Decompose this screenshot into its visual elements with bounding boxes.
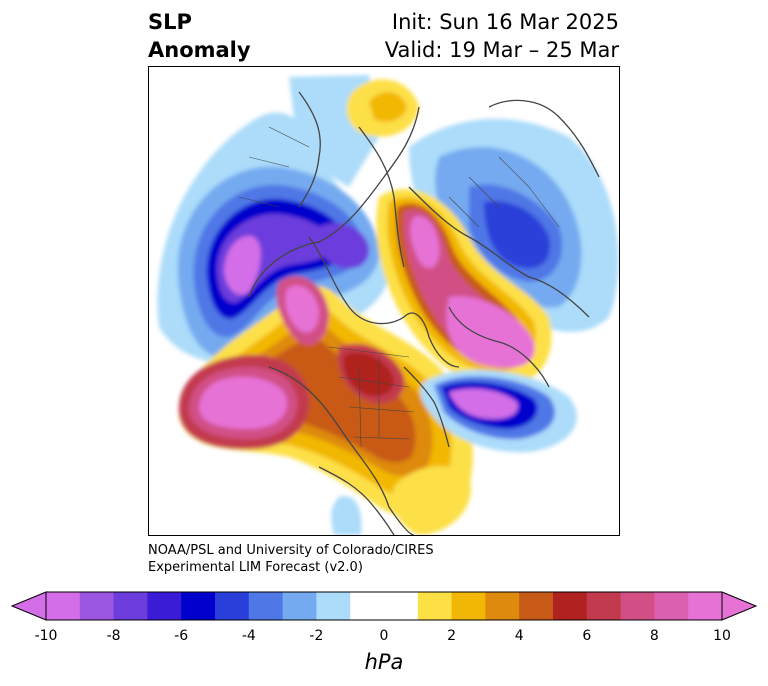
credit-line-1: NOAA/PSL and University of Colorado/CIRE… xyxy=(148,543,434,558)
colorbar-cell xyxy=(417,592,453,620)
title-line-1: SLP xyxy=(148,10,192,34)
colorbar-cell xyxy=(485,592,520,620)
high-center-atlantic xyxy=(446,296,535,368)
colorbar-cell xyxy=(654,592,689,620)
colorbar-cell xyxy=(113,592,148,620)
map-title: SLP Anomaly xyxy=(148,8,251,64)
colorbar-cell xyxy=(384,592,419,620)
colorbar-extend-high xyxy=(721,591,758,621)
colorbar xyxy=(10,591,758,621)
high-center-pacific xyxy=(199,376,287,429)
slp-anomaly-map xyxy=(148,66,620,536)
colorbar-tick-label: 2 xyxy=(447,628,457,644)
colorbar-cell xyxy=(215,592,250,620)
credit-line-2: Experimental LIM Forecast (v2.0) xyxy=(148,560,363,575)
colorbar-cell xyxy=(586,592,622,620)
colorbar-tick-label: 4 xyxy=(514,628,524,644)
colorbar-tick-label: 6 xyxy=(582,628,592,644)
valid-date: Valid: 19 Mar – 25 Mar xyxy=(384,38,619,62)
colorbar-cell xyxy=(79,592,115,620)
low-center-siberia xyxy=(224,236,261,295)
colorbar-cell xyxy=(688,592,723,620)
colorbar-cell xyxy=(519,592,554,620)
colorbar-cell xyxy=(316,592,351,620)
low-center-europe xyxy=(484,201,550,269)
colorbar-cell xyxy=(553,592,588,620)
data-credit: NOAA/PSL and University of Colorado/CIRE… xyxy=(148,542,434,576)
colorbar-cell xyxy=(248,592,284,620)
colorbar-cell xyxy=(181,592,216,620)
colorbar-tick-label: 10 xyxy=(713,628,731,644)
low-center-atlantic xyxy=(449,388,518,419)
colorbar-border xyxy=(45,591,723,621)
colorbar-cell xyxy=(46,592,81,620)
coastlines xyxy=(248,91,600,535)
init-date: Init: Sun 16 Mar 2025 xyxy=(391,10,619,34)
colorbar-tick-label: 0 xyxy=(379,628,389,644)
colorbar-cell xyxy=(350,592,385,620)
colorbar-cell xyxy=(451,592,486,620)
colorbar-tick-label: -2 xyxy=(309,628,324,644)
colorbar-tick-label: 8 xyxy=(649,628,659,644)
colorbar-cell xyxy=(147,592,182,620)
colorbar-units: hPa xyxy=(364,650,404,674)
colorbar-tick-label: -10 xyxy=(34,628,58,644)
political-borders xyxy=(238,126,560,448)
colorbar-cell xyxy=(282,592,317,620)
colorbar-cell xyxy=(620,592,655,620)
colorbar-tick-label: -6 xyxy=(174,628,189,644)
forecast-dates: Init: Sun 16 Mar 2025 Valid: 19 Mar – 25… xyxy=(385,8,619,64)
colorbar-extend-low xyxy=(10,591,47,621)
colorbar-tick-label: -8 xyxy=(106,628,121,644)
title-line-2: Anomaly xyxy=(148,38,251,62)
colorbar-tick-label: -4 xyxy=(241,628,256,644)
